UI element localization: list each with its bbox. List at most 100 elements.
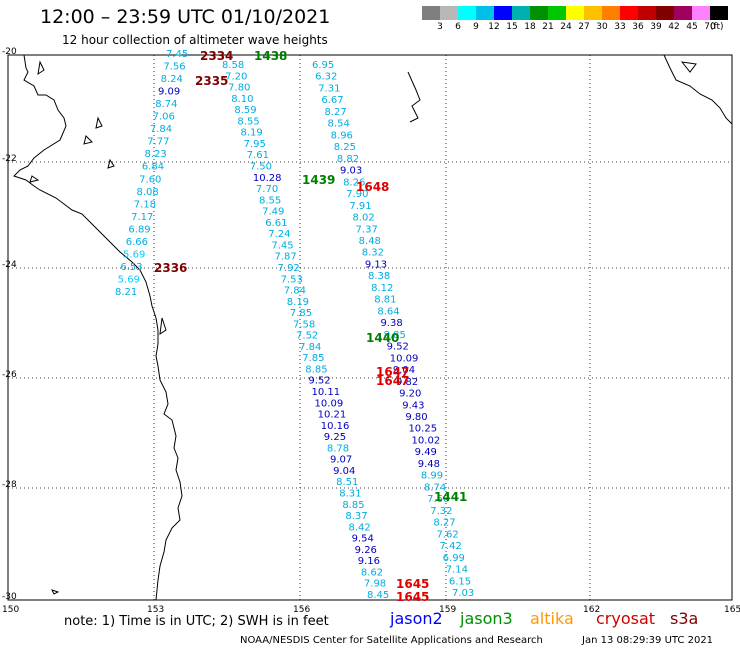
wave-height-value: 9.52	[387, 342, 409, 353]
colorbar-label: 24	[560, 22, 572, 32]
colorbar-cell	[674, 6, 692, 20]
colorbar-cell	[620, 6, 638, 20]
wave-height-value: 7.62	[436, 529, 458, 540]
wave-height-value: 6.89	[128, 224, 150, 235]
wave-height-value: 10.02	[412, 435, 441, 446]
wave-height-value: 7.52	[296, 331, 318, 342]
colorbar-label: 33	[614, 22, 626, 32]
wave-height-value: 8.19	[287, 297, 309, 308]
coastline-segment	[29, 175, 40, 183]
wave-height-value: 9.03	[340, 166, 362, 177]
wave-height-value: 8.78	[327, 443, 349, 454]
wave-height-value: 10.09	[315, 398, 344, 409]
wave-height-value: 5.69	[118, 274, 140, 285]
coastline-segment	[407, 71, 421, 123]
colorbar-label: 18	[524, 22, 536, 32]
wave-height-value: 8.85	[342, 500, 364, 511]
legend-item-jason2: jason2	[390, 609, 443, 628]
pass-time-marker: 2335	[195, 74, 228, 88]
wave-height-value: 8.55	[237, 116, 259, 127]
colorbar-cell	[494, 6, 512, 20]
wave-height-value: 8.96	[331, 130, 353, 141]
legend-item-jason3: jason3	[460, 609, 513, 628]
wave-height-value: 7.32	[430, 506, 452, 517]
colorbar-label: 45	[686, 22, 698, 32]
wave-height-value: 8.48	[359, 236, 381, 247]
wave-height-value: 9.13	[365, 259, 387, 270]
pass-time-marker: 2336	[154, 261, 187, 275]
colorbar-label: 42	[668, 22, 680, 32]
map-grid	[7, 54, 733, 601]
wave-height-value: 8.02	[352, 213, 374, 224]
wave-height-value: 7.24	[268, 229, 290, 240]
pass-time-marker: 1648	[356, 180, 389, 194]
wave-height-value: 7.31	[318, 83, 340, 94]
wave-height-value: 7.49	[262, 207, 284, 218]
wave-height-value: 8.74	[424, 482, 446, 493]
wave-height-value: 8.10	[231, 94, 253, 105]
wave-height-value: 7.42	[440, 541, 462, 552]
coastline	[13, 54, 733, 601]
map-border	[7, 54, 733, 601]
wave-height-value: 8.58	[222, 60, 244, 71]
colorbar-label: 9	[473, 22, 479, 32]
wave-height-value: 9.07	[330, 455, 352, 466]
wave-height-value: 7.90	[346, 189, 368, 200]
wave-height-value: 8.81	[374, 295, 396, 306]
longitude-label: 165	[724, 605, 740, 615]
pass-time-marker: 1645	[396, 577, 429, 591]
colorbar-labels: 3 6 9 12 15 18 21 24 27 30 33 36 39 42 45 70	[422, 22, 740, 34]
colorbar-cell	[530, 6, 548, 20]
wave-height-value: 7.98	[364, 579, 386, 590]
wave-height-value: 7.77	[147, 137, 169, 148]
wave-height-value: 10.11	[311, 387, 340, 398]
longitude-label: 153	[147, 605, 164, 615]
wave-height-value: 9.26	[355, 545, 377, 556]
pass-time-marker: 1647	[376, 365, 409, 379]
pass-time-marker: 2334	[200, 49, 233, 63]
colorbar-label: 12	[488, 22, 500, 32]
wave-height-value: 7.45	[166, 49, 188, 60]
coastline-segment	[37, 60, 45, 76]
wave-height-value: 7.61	[247, 150, 269, 161]
wave-height-value: 7.14	[446, 565, 468, 576]
wave-height-value: 10.09	[390, 353, 419, 364]
latitude-label: -28	[2, 480, 17, 490]
wave-height-colorbar	[422, 6, 728, 20]
wave-height-value: 7.91	[349, 201, 371, 212]
wave-height-value: 9.09	[158, 87, 180, 98]
wave-height-value: 7.50	[250, 161, 272, 172]
colorbar-cell	[476, 6, 494, 20]
wave-height-value: 9.49	[415, 447, 437, 458]
colorbar-cell	[422, 6, 440, 20]
pass-time-marker: 1440	[366, 331, 399, 345]
colorbar-cell	[710, 6, 728, 20]
wave-height-value: 6.67	[321, 95, 343, 106]
colorbar-cell	[566, 6, 584, 20]
wave-height-value: 9.20	[399, 389, 421, 400]
wave-height-value: 10.25	[408, 424, 437, 435]
wave-height-value: 8.45	[367, 590, 389, 601]
wave-height-value: 6.99	[443, 553, 465, 564]
latitude-label: -24	[2, 260, 17, 270]
wave-height-value: 9.80	[405, 412, 427, 423]
coastline-segment	[663, 54, 733, 125]
pass-time-marker: 1439	[302, 173, 335, 187]
wave-height-value: 7.60	[427, 494, 449, 505]
legend-item-cryosat: cryosat	[596, 609, 656, 628]
longitude-label: 162	[583, 605, 600, 615]
colorbar-label: 27	[578, 22, 590, 32]
wave-height-value: 9.25	[324, 432, 346, 443]
pass-time-marker: 1647	[376, 374, 409, 388]
wave-height-value: 8.64	[377, 306, 399, 317]
wave-height-value: 8.08	[136, 187, 158, 198]
wave-height-value: 8.23	[145, 149, 167, 160]
wave-height-value: 8.31	[339, 489, 361, 500]
map-frame	[7, 54, 733, 601]
wave-height-value: 8.82	[337, 154, 359, 165]
legend-item-s3a: s3a	[670, 609, 699, 628]
wave-height-value: 6.32	[315, 72, 337, 83]
wave-height-value: 9.52	[308, 376, 330, 387]
legend-item-altika: altika	[530, 609, 574, 628]
